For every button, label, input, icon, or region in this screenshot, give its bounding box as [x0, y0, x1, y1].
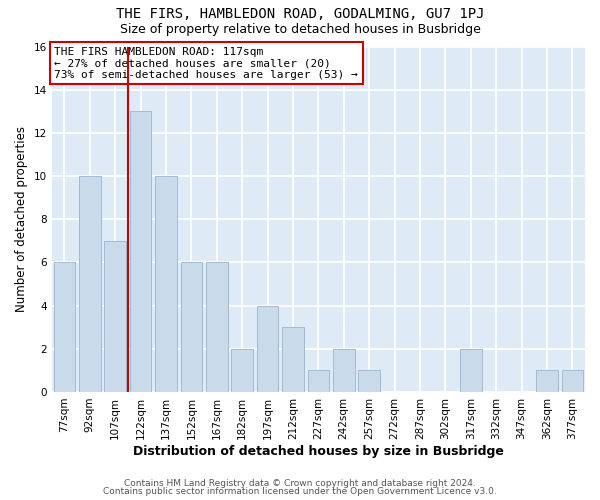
Bar	[358, 370, 380, 392]
Bar	[536, 370, 557, 392]
Bar	[155, 176, 177, 392]
Bar	[79, 176, 101, 392]
Text: Contains HM Land Registry data © Crown copyright and database right 2024.: Contains HM Land Registry data © Crown c…	[124, 478, 476, 488]
Bar	[104, 241, 126, 392]
Bar	[460, 349, 482, 392]
Bar	[333, 349, 355, 392]
Text: Contains public sector information licensed under the Open Government Licence v3: Contains public sector information licen…	[103, 487, 497, 496]
Text: THE FIRS HAMBLEDON ROAD: 117sqm
← 27% of detached houses are smaller (20)
73% of: THE FIRS HAMBLEDON ROAD: 117sqm ← 27% of…	[55, 46, 358, 80]
X-axis label: Distribution of detached houses by size in Busbridge: Distribution of detached houses by size …	[133, 444, 504, 458]
Text: Size of property relative to detached houses in Busbridge: Size of property relative to detached ho…	[119, 22, 481, 36]
Bar	[53, 262, 75, 392]
Bar	[181, 262, 202, 392]
Bar	[308, 370, 329, 392]
Bar	[130, 112, 151, 392]
Bar	[282, 327, 304, 392]
Bar	[232, 349, 253, 392]
Bar	[562, 370, 583, 392]
Text: THE FIRS, HAMBLEDON ROAD, GODALMING, GU7 1PJ: THE FIRS, HAMBLEDON ROAD, GODALMING, GU7…	[116, 8, 484, 22]
Bar	[206, 262, 227, 392]
Bar	[257, 306, 278, 392]
Y-axis label: Number of detached properties: Number of detached properties	[15, 126, 28, 312]
